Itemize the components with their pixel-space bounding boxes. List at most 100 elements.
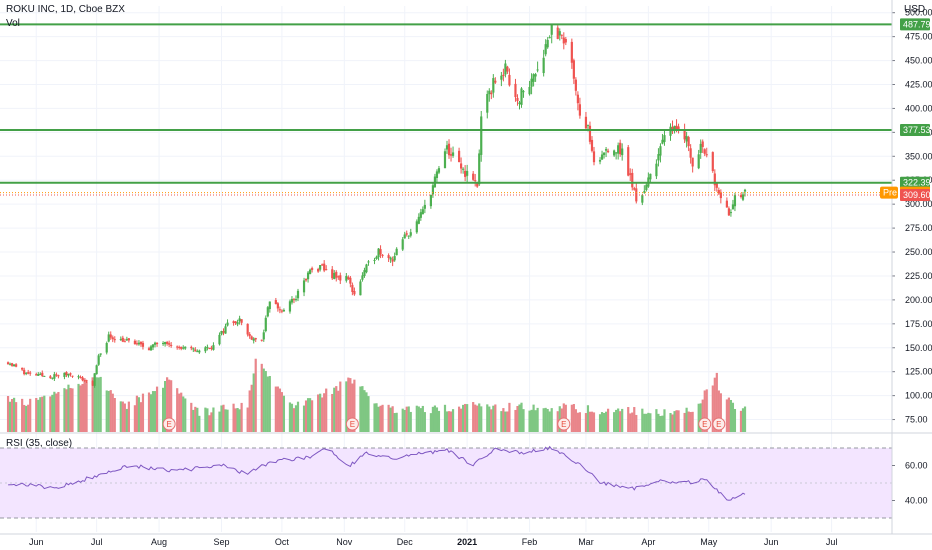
candle-body xyxy=(663,135,666,142)
volume-bar xyxy=(677,410,680,432)
volume-bar xyxy=(600,412,604,432)
last-price-badge xyxy=(900,188,930,201)
volume-bar xyxy=(631,412,634,432)
volume-bar xyxy=(182,396,185,432)
candle-body xyxy=(194,349,197,352)
candle-body xyxy=(359,281,362,296)
volume-bar xyxy=(401,408,404,432)
candle-body xyxy=(403,234,406,239)
volume-bar xyxy=(536,407,539,432)
candle-body xyxy=(675,125,678,130)
volume-bar xyxy=(451,409,455,432)
candle-body xyxy=(488,90,491,95)
candle-body xyxy=(79,376,82,378)
candle-body xyxy=(604,149,608,151)
level-badge xyxy=(900,176,930,189)
volume-bar xyxy=(347,377,350,432)
candle-body xyxy=(711,152,714,172)
candle-body xyxy=(687,137,690,147)
volume-bar xyxy=(635,414,638,432)
volume-bar xyxy=(685,407,688,432)
y-tick-label: 425.00 xyxy=(905,79,932,89)
candle-body xyxy=(562,37,565,44)
candle-body xyxy=(43,375,46,377)
volume-bar xyxy=(250,384,253,432)
volume-bar xyxy=(713,377,716,432)
candle-body xyxy=(234,321,237,324)
volume-bar xyxy=(645,413,648,432)
pre-tag-label: Pre xyxy=(883,188,897,198)
volume-bar xyxy=(731,402,735,432)
candle-body xyxy=(306,272,310,280)
candles xyxy=(6,24,747,388)
candle-body xyxy=(127,338,130,341)
candle-body xyxy=(715,182,718,188)
candle-body xyxy=(590,139,594,151)
candle-body xyxy=(184,346,187,349)
volume-bar xyxy=(743,406,747,432)
level-badge-label: 322.39 xyxy=(903,178,931,188)
volume-bar xyxy=(363,390,366,432)
candle-body xyxy=(500,75,503,80)
earnings-marker-label: E xyxy=(702,420,707,429)
candle-body xyxy=(629,173,632,175)
volume-bar xyxy=(643,413,646,432)
volume-label: Vol xyxy=(6,18,20,29)
candle-body xyxy=(264,317,267,332)
horizontal-levels[interactable] xyxy=(0,23,892,196)
rsi-tick-label: 40.00 xyxy=(905,496,928,506)
candle-body xyxy=(574,79,577,91)
candle-body xyxy=(349,277,352,284)
volume-bar xyxy=(111,393,114,432)
volume-bar xyxy=(168,379,171,432)
volume-bar xyxy=(278,388,281,432)
candle-body xyxy=(83,380,86,382)
volume-bar xyxy=(67,384,70,432)
candle-body xyxy=(164,342,167,345)
volume-bar xyxy=(294,405,298,432)
volume-bar xyxy=(192,409,195,432)
volume-bar xyxy=(288,402,292,432)
volume-bar xyxy=(264,371,267,432)
volume-bar xyxy=(266,376,269,432)
candle-body xyxy=(739,195,743,197)
volume-bar xyxy=(95,377,98,432)
volume-bar xyxy=(57,391,60,432)
volume-bar xyxy=(306,398,310,432)
x-tick-label: May xyxy=(700,537,718,547)
volume-bar xyxy=(178,393,181,432)
candle-body xyxy=(25,372,28,374)
candle-body xyxy=(405,233,408,235)
candle-body xyxy=(57,375,60,377)
volume-bar xyxy=(691,411,694,432)
candle-body xyxy=(139,341,143,345)
candle-body xyxy=(393,256,396,261)
volume-bar xyxy=(546,408,549,432)
volume-bar xyxy=(39,397,42,432)
volume-bar xyxy=(135,395,139,432)
volume-bar xyxy=(619,411,622,432)
volume-bar xyxy=(325,388,328,432)
volume-bar xyxy=(516,406,519,432)
candle-body xyxy=(6,362,10,365)
volume-bar xyxy=(447,411,451,432)
volume-bar xyxy=(379,405,382,432)
candle-body xyxy=(155,342,159,345)
candle-body xyxy=(516,97,519,102)
candle-body xyxy=(536,69,539,71)
volume-bar xyxy=(351,383,354,432)
x-tick-label: Jun xyxy=(764,537,779,547)
currency-button[interactable]: USD xyxy=(904,4,926,15)
rsi-pane xyxy=(0,445,892,519)
candle-body xyxy=(462,168,465,170)
candle-body xyxy=(431,185,435,195)
candle-body xyxy=(161,343,165,345)
candle-body xyxy=(677,126,680,130)
volume-bar xyxy=(43,395,46,432)
volume-bar xyxy=(224,409,227,432)
volume-bar xyxy=(675,410,678,432)
candle-body xyxy=(733,195,737,207)
